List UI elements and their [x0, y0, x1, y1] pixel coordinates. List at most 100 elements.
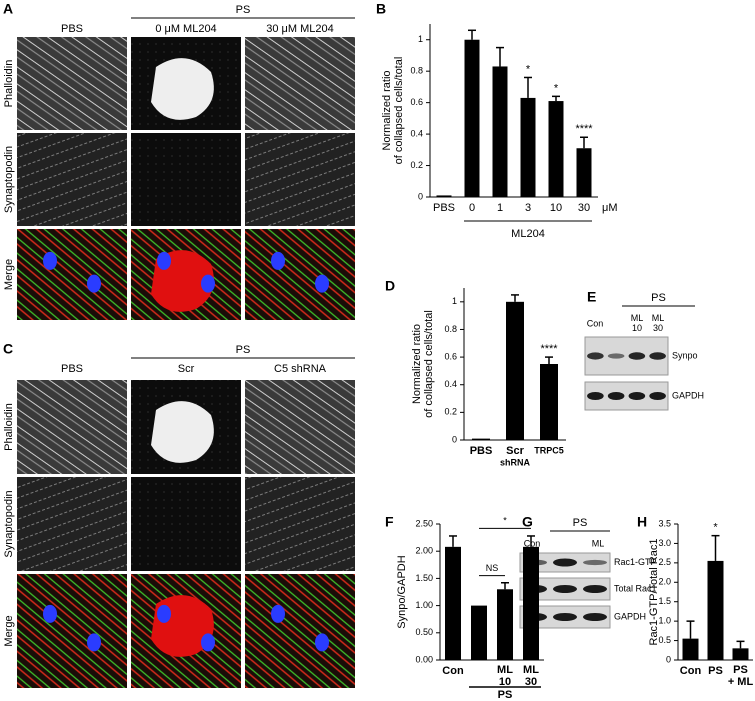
- micrograph: [17, 133, 127, 226]
- column-label: PBS: [61, 363, 83, 375]
- band: [587, 392, 604, 400]
- micrograph: [245, 380, 355, 474]
- panel-label: C: [3, 341, 13, 357]
- panel-label: G: [522, 514, 533, 530]
- band: [607, 392, 625, 400]
- row-label: Synaptopodin: [3, 490, 15, 557]
- y-tick-label: 1.0: [658, 616, 671, 626]
- lane-label: Con: [524, 538, 541, 548]
- y-tick-label: 0.5: [658, 635, 671, 645]
- x-tick-label: ML 30: [523, 664, 539, 688]
- column-label: PBS: [61, 23, 83, 35]
- x-tick-label: PS: [708, 665, 723, 677]
- micrograph: [245, 574, 355, 688]
- panel-label: E: [587, 289, 596, 305]
- lane-label: ML 10: [631, 313, 644, 333]
- column-label: 30 μM ML204: [266, 23, 333, 35]
- y-axis-label: Rac1-GTP/Total Rac1: [648, 539, 660, 646]
- significance: ****: [540, 343, 558, 355]
- y-tick-label: 1.5: [658, 596, 671, 606]
- significance: ****: [575, 123, 593, 135]
- group-label: shRNA: [500, 457, 531, 467]
- significance: *: [713, 522, 718, 534]
- bar: [540, 364, 558, 440]
- row-label: Merge: [3, 259, 15, 290]
- x-tick-label: 30: [578, 202, 590, 214]
- lane-label: ML: [592, 538, 605, 548]
- nucleus: [43, 604, 57, 623]
- row-label: Merge: [3, 615, 15, 646]
- panel-label: D: [385, 278, 395, 294]
- panel-label: H: [637, 514, 647, 530]
- column-label: 0 μM ML204: [155, 23, 216, 35]
- bar: [732, 648, 749, 660]
- micrograph: [245, 37, 355, 130]
- band: [628, 352, 646, 360]
- group-label: PS: [498, 689, 513, 701]
- micrograph: [17, 477, 127, 571]
- bar: [472, 438, 490, 440]
- y-tick-label: 2.00: [415, 546, 433, 556]
- bar: [523, 546, 539, 660]
- row-label: Phalloidin: [3, 403, 15, 451]
- comparison-label: NS: [486, 563, 499, 573]
- micrograph: [17, 37, 127, 130]
- micrograph: [245, 477, 355, 571]
- y-tick-label: 1.00: [415, 600, 433, 610]
- panel-label: A: [3, 1, 13, 17]
- x-unit: μM: [602, 202, 618, 214]
- group-label: PS: [651, 292, 666, 304]
- bar: [682, 638, 699, 660]
- y-tick-label: 2.50: [415, 518, 433, 528]
- bar: [497, 589, 513, 660]
- x-tick-label: 1: [497, 202, 503, 214]
- y-tick-label: 0: [452, 434, 457, 444]
- micrograph: [131, 477, 241, 571]
- nucleus: [87, 274, 101, 293]
- y-tick-label: 0: [418, 191, 423, 201]
- band-label: GAPDH: [614, 611, 646, 621]
- micrograph: [17, 229, 127, 320]
- band-label: Synpo: [672, 350, 698, 360]
- lane-label: ML 30: [652, 313, 665, 333]
- nucleus: [271, 604, 285, 623]
- significance: *: [526, 63, 531, 75]
- y-axis-label: Normalized ratioof collapsed cells/total: [411, 310, 435, 418]
- micrograph: [17, 380, 127, 474]
- nucleus: [201, 633, 215, 652]
- nucleus: [271, 251, 285, 270]
- x-tick-label: 10: [550, 202, 562, 214]
- cell-blob: [151, 58, 214, 120]
- y-tick-label: 0.2: [410, 160, 423, 170]
- x-tick-label: 0: [469, 202, 475, 214]
- x-tick-label: 3: [525, 202, 531, 214]
- band: [553, 613, 577, 621]
- y-tick-label: 0.50: [415, 627, 433, 637]
- comparison-label: *: [503, 516, 507, 526]
- y-tick-label: 1.50: [415, 573, 433, 583]
- panel-label: B: [376, 1, 386, 17]
- bar: [445, 546, 461, 660]
- bar: [576, 148, 592, 197]
- y-tick-label: 0.8: [410, 66, 423, 76]
- band: [649, 352, 666, 360]
- x-tick-label: PBS: [433, 202, 455, 214]
- bar: [548, 101, 564, 197]
- y-tick-label: 0.4: [410, 128, 423, 138]
- band: [587, 352, 604, 360]
- y-tick-label: 1: [418, 34, 423, 44]
- band: [553, 558, 577, 567]
- band: [583, 613, 607, 621]
- y-tick-label: 0.8: [444, 324, 457, 334]
- band-label: Total Rac1: [614, 583, 657, 593]
- bar: [506, 301, 524, 440]
- nucleus: [201, 274, 215, 293]
- y-tick-label: 3.5: [658, 518, 671, 528]
- x-tick-label: Scr: [506, 445, 524, 457]
- micrograph: [245, 133, 355, 226]
- group-label: PS: [236, 4, 251, 16]
- y-tick-label: 0.00: [415, 654, 433, 664]
- band: [553, 585, 577, 593]
- y-tick-label: 0.6: [444, 351, 457, 361]
- cell-blob: [151, 401, 214, 463]
